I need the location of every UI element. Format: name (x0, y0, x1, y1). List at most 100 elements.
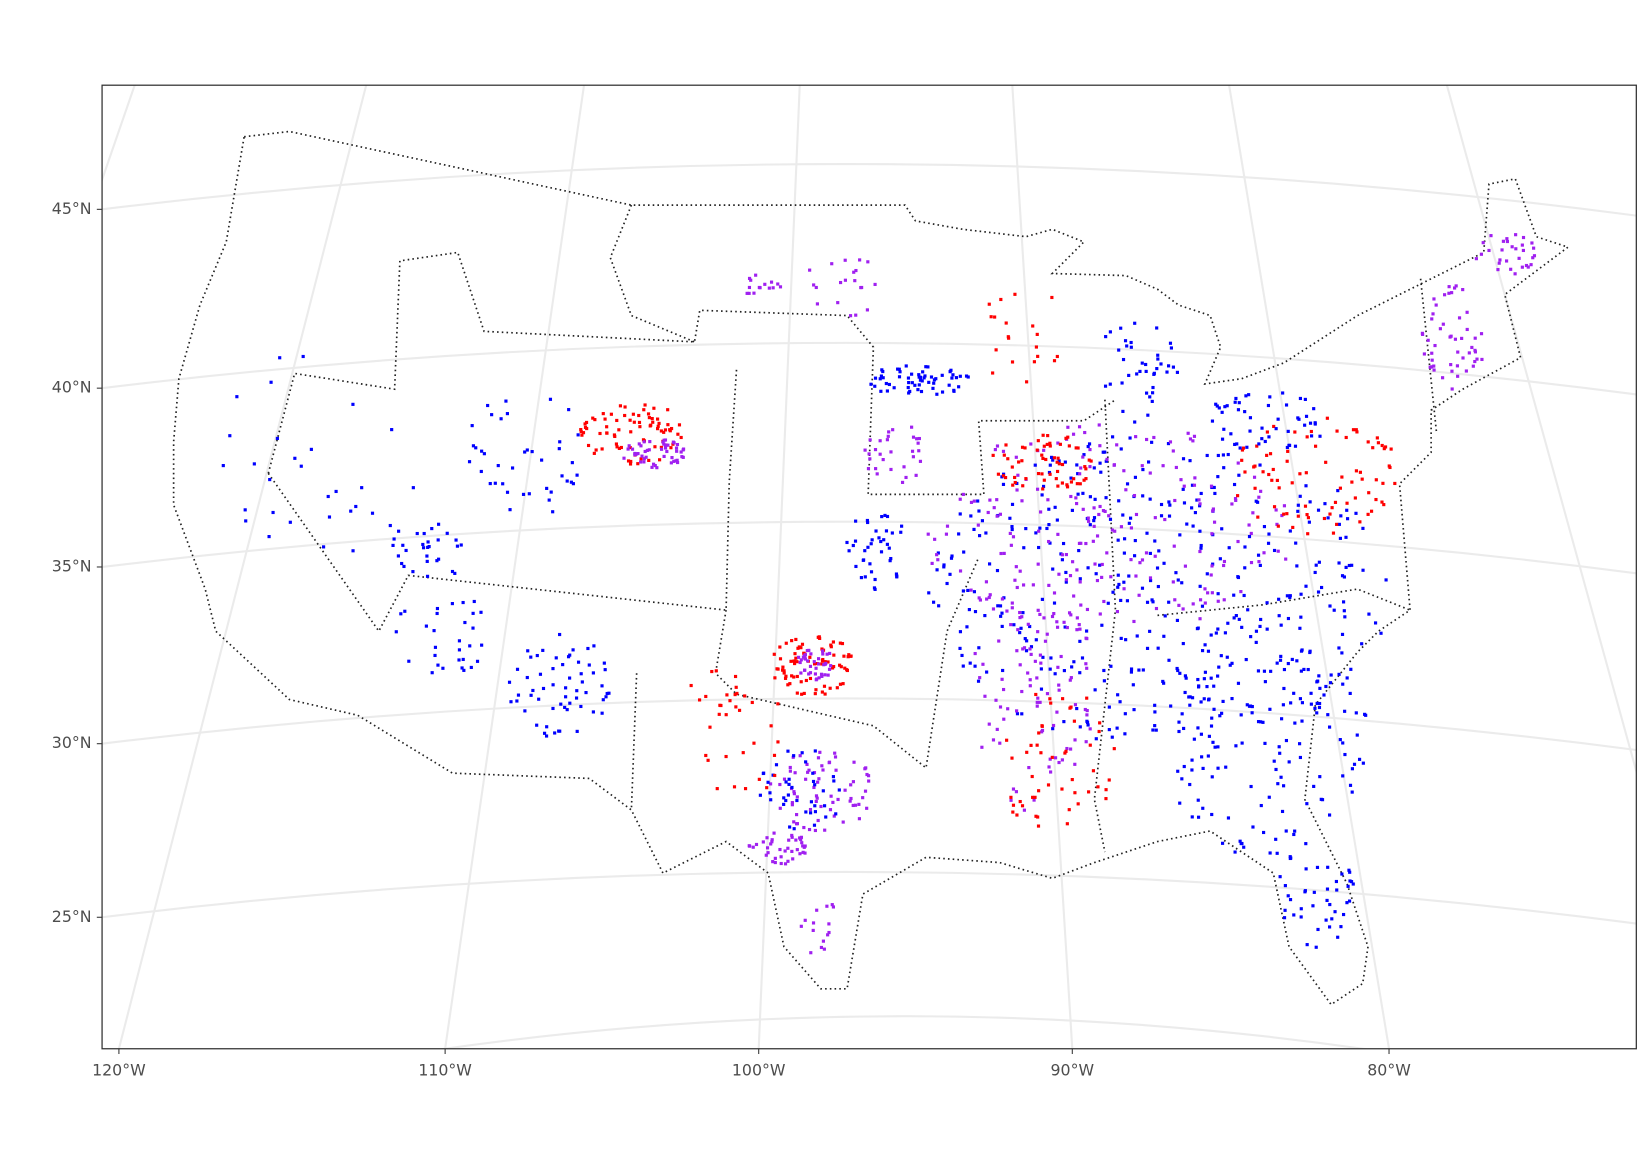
site (1107, 778, 1111, 782)
site (913, 383, 917, 387)
site (1086, 516, 1090, 520)
site (771, 860, 775, 864)
site (647, 448, 651, 452)
site (1213, 745, 1217, 749)
site (1253, 486, 1257, 490)
site (873, 282, 877, 287)
site (1045, 442, 1049, 447)
site (675, 442, 680, 447)
site (1275, 851, 1279, 855)
site (1299, 592, 1303, 596)
site (1060, 558, 1064, 562)
lon-label: 80°W (1367, 1060, 1411, 1079)
site (803, 668, 807, 672)
site (761, 771, 765, 776)
site (1067, 808, 1071, 812)
site (1081, 507, 1085, 511)
site (1157, 549, 1161, 553)
site (426, 545, 430, 549)
site (455, 544, 460, 548)
site (579, 672, 583, 676)
site (1088, 523, 1092, 527)
site (1150, 598, 1154, 602)
site (1051, 727, 1055, 731)
site (787, 777, 791, 781)
site (1292, 832, 1296, 837)
site (1496, 268, 1500, 272)
site (547, 498, 551, 502)
site (1100, 562, 1104, 567)
site (1271, 467, 1275, 472)
site (1151, 385, 1155, 390)
site (832, 653, 836, 657)
site (1318, 686, 1322, 690)
site (1315, 701, 1319, 705)
site (1129, 526, 1134, 530)
site (1094, 572, 1098, 576)
site (1223, 405, 1227, 409)
site (1313, 422, 1317, 426)
site (1196, 815, 1201, 819)
site (618, 404, 623, 408)
site (1141, 467, 1145, 472)
site (1277, 745, 1281, 749)
site (867, 452, 871, 456)
site (535, 723, 539, 727)
site (1196, 726, 1200, 730)
site (1322, 516, 1326, 521)
site (592, 451, 596, 455)
site (770, 840, 774, 844)
site (575, 473, 579, 477)
site (1247, 393, 1251, 397)
site (728, 699, 732, 703)
site (996, 604, 1000, 608)
site (1082, 478, 1086, 482)
site (1241, 446, 1246, 450)
site (1337, 672, 1341, 676)
site (1308, 650, 1312, 655)
site (803, 657, 808, 661)
site (504, 399, 508, 403)
site (576, 660, 581, 664)
site (638, 425, 642, 429)
site (629, 430, 633, 434)
site (656, 424, 660, 428)
site (1162, 681, 1166, 685)
site (569, 480, 573, 484)
site (1328, 604, 1332, 608)
site (1316, 927, 1320, 932)
site (1266, 541, 1271, 545)
site (1140, 586, 1145, 590)
site (605, 425, 609, 429)
site (468, 644, 472, 648)
site (1075, 628, 1079, 632)
site (880, 515, 884, 519)
site (1110, 528, 1114, 532)
site (1232, 593, 1236, 597)
site (1148, 629, 1152, 633)
site (1318, 775, 1322, 779)
site (1094, 737, 1098, 741)
meridian (117, 85, 368, 1049)
site (1032, 360, 1036, 364)
site (812, 785, 816, 790)
site (1144, 551, 1149, 555)
site (813, 810, 818, 814)
site (1288, 856, 1292, 861)
site (1156, 646, 1160, 650)
site (1343, 615, 1347, 619)
site (1286, 616, 1291, 621)
site (1213, 491, 1217, 496)
site (806, 659, 810, 663)
site (996, 472, 1000, 476)
site (1347, 868, 1351, 872)
site (576, 433, 580, 437)
site (565, 479, 569, 483)
site (1193, 476, 1197, 480)
site (527, 492, 531, 496)
site (1000, 624, 1004, 628)
site (998, 741, 1002, 745)
site (650, 416, 654, 421)
site (1202, 697, 1206, 701)
meridian (1445, 85, 1637, 776)
